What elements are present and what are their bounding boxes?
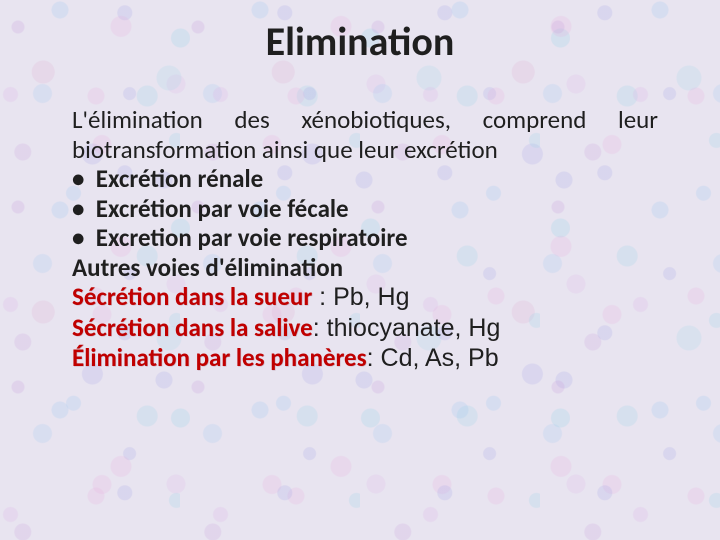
slide: Elimination L'élimination des xénobiotiq…	[0, 0, 720, 540]
route-rest: thiocyanate, Hg	[327, 314, 501, 342]
route-sep: :	[312, 283, 333, 311]
route-term: Sécrétion dans la salive	[72, 312, 313, 343]
route-line: Sécrétion dans la sueur : Pb, Hg	[72, 282, 658, 313]
route-rest: Cd, As, Pb	[381, 344, 499, 372]
route-sep: :	[313, 314, 327, 342]
slide-body: L'élimination des xénobiotiques, compren…	[72, 105, 658, 374]
route-rest: Pb, Hg	[333, 283, 409, 311]
bullet-text: Excrétion rénale	[96, 163, 263, 194]
route-line: Sécrétion dans la salive: thiocyanate, H…	[72, 313, 658, 344]
route-term: Élimination par les phanères	[72, 342, 367, 373]
bullet-item: • Excretion par voie respiratoire	[72, 223, 658, 253]
bullet-text: Excrétion par voie fécale	[96, 193, 349, 224]
route-line: Élimination par les phanères: Cd, As, Pb	[72, 343, 658, 374]
bullet-item: • Excrétion rénale	[72, 164, 658, 194]
intro-paragraph: L'élimination des xénobiotiques, compren…	[72, 105, 658, 164]
slide-title: Elimination	[0, 22, 720, 62]
bullet-text: Excretion par voie respiratoire	[96, 222, 408, 253]
subheading: Autres voies d'élimination	[72, 253, 658, 283]
route-term: Sécrétion dans la sueur	[72, 281, 312, 312]
bullet-item: • Excrétion par voie fécale	[72, 194, 658, 224]
route-sep: :	[367, 344, 381, 372]
